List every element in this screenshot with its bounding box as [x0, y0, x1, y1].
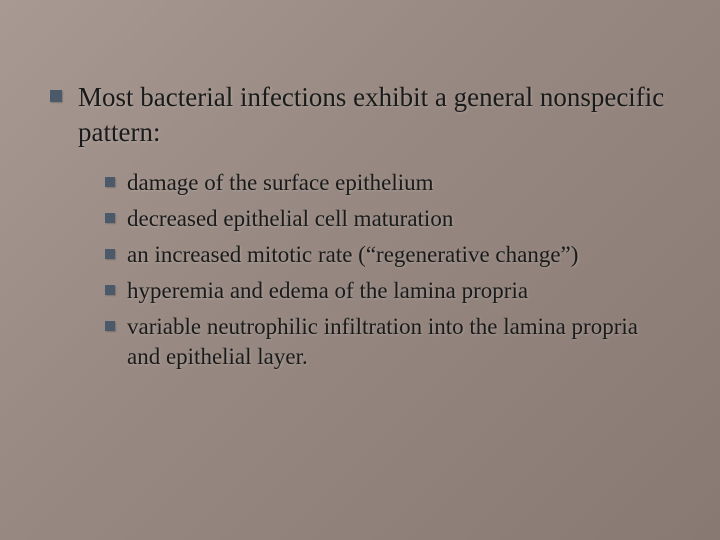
square-bullet-icon: [105, 285, 115, 295]
sub-text: variable neutrophilic infiltration into …: [127, 312, 670, 372]
list-item: variable neutrophilic infiltration into …: [105, 312, 670, 372]
square-bullet-icon: [105, 321, 115, 331]
main-text: Most bacterial infections exhibit a gene…: [78, 80, 670, 150]
sub-list: damage of the surface epithelium decreas…: [105, 168, 670, 371]
sub-text: decreased epithelial cell maturation: [127, 204, 453, 234]
sub-text: an increased mitotic rate (“regenerative…: [127, 240, 578, 270]
main-list-item: Most bacterial infections exhibit a gene…: [50, 80, 670, 150]
list-item: an increased mitotic rate (“regenerative…: [105, 240, 670, 270]
square-bullet-icon: [105, 177, 115, 187]
square-bullet-icon: [105, 213, 115, 223]
slide-container: Most bacterial infections exhibit a gene…: [0, 0, 720, 540]
list-item: damage of the surface epithelium: [105, 168, 670, 198]
sub-text: hyperemia and edema of the lamina propri…: [127, 276, 528, 306]
list-item: hyperemia and edema of the lamina propri…: [105, 276, 670, 306]
square-bullet-icon: [105, 249, 115, 259]
list-item: decreased epithelial cell maturation: [105, 204, 670, 234]
sub-text: damage of the surface epithelium: [127, 168, 434, 198]
square-bullet-icon: [50, 90, 62, 102]
